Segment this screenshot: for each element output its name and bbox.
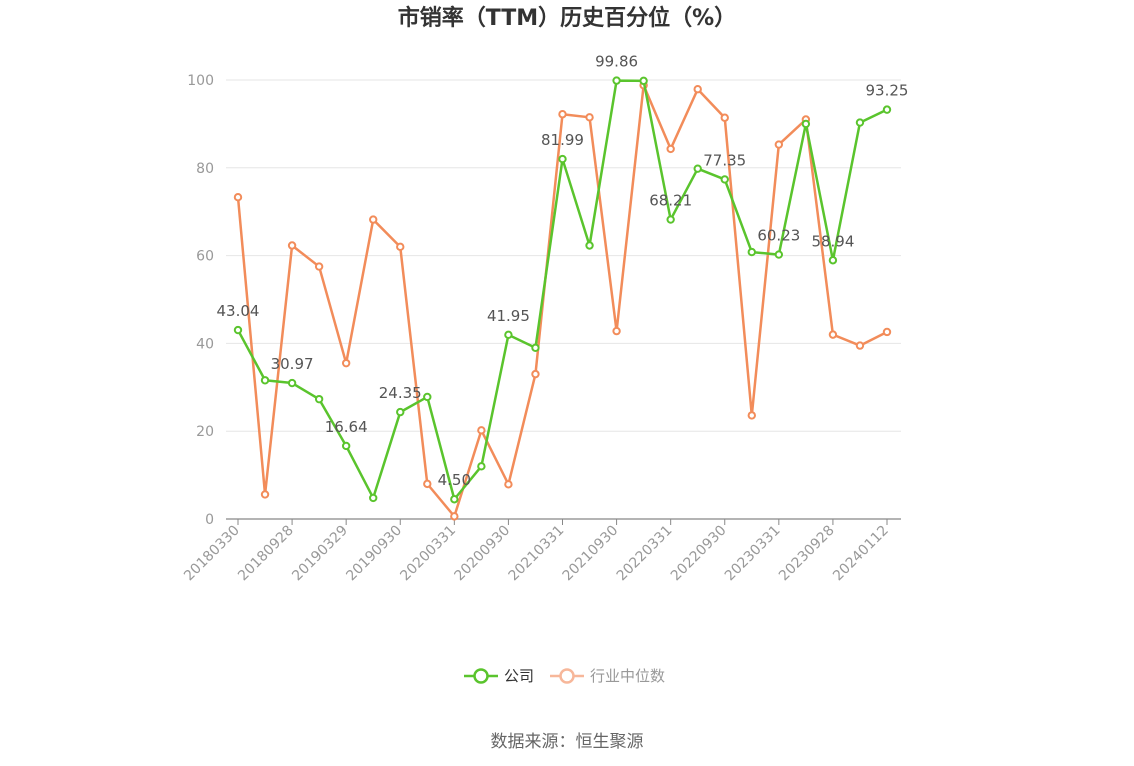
data-label: 81.99 [541, 131, 584, 149]
series-line-industry [236, 84, 888, 518]
data-point[interactable] [233, 325, 243, 335]
x-tick-label: 20230331 [722, 523, 784, 585]
data-point[interactable] [531, 369, 540, 379]
legend[interactable]: 公司 行业中位数 [464, 667, 665, 685]
data-label: 58.94 [811, 232, 854, 250]
data-point[interactable] [233, 193, 243, 202]
data-point[interactable] [558, 154, 567, 164]
data-label: 4.50 [438, 471, 471, 489]
data-point[interactable] [341, 358, 351, 368]
grid [226, 79, 901, 432]
data-point[interactable] [314, 262, 324, 271]
data-label: 99.86 [595, 53, 638, 71]
data-point[interactable] [477, 426, 486, 435]
data-label: 60.23 [757, 227, 800, 245]
data-point[interactable] [747, 411, 756, 420]
data-label: 24.35 [379, 384, 422, 402]
x-tick-label: 20190329 [289, 523, 351, 585]
data-point[interactable] [314, 394, 324, 404]
x-tick-label: 20240112 [830, 523, 892, 585]
data-point[interactable] [747, 247, 756, 257]
legend-swatch-marker [473, 668, 489, 684]
data-label: 77.35 [703, 151, 746, 169]
data-point[interactable] [585, 113, 594, 122]
data-label: 43.04 [217, 302, 260, 320]
data-point[interactable] [423, 392, 432, 402]
data-label: 68.21 [649, 192, 692, 210]
x-tick-label: 20220331 [614, 523, 676, 585]
data-point[interactable] [855, 118, 865, 127]
data-point[interactable] [693, 164, 702, 173]
data-point[interactable] [369, 215, 378, 224]
x-tick-label: 20180330 [181, 523, 243, 585]
data-point[interactable] [396, 242, 405, 252]
data-point[interactable] [882, 327, 892, 337]
data-point[interactable] [558, 110, 567, 119]
x-tick-label: 20200930 [452, 523, 514, 585]
legend-swatch-marker [559, 668, 575, 684]
y-tick-label: 100 [187, 73, 214, 89]
data-point[interactable] [666, 144, 675, 154]
data-point[interactable] [450, 495, 459, 504]
y-tick-label: 0 [205, 512, 214, 528]
legend-item-company[interactable]: 公司 [464, 667, 534, 685]
data-point[interactable] [287, 241, 297, 250]
y-tick-label: 40 [196, 336, 214, 352]
y-tick-label: 20 [196, 424, 214, 440]
data-point[interactable] [801, 119, 811, 129]
data-point[interactable] [423, 479, 432, 489]
data-point[interactable] [531, 343, 540, 352]
data-point[interactable] [666, 215, 675, 224]
data-point[interactable] [855, 341, 865, 350]
legend-label: 公司 [504, 667, 534, 685]
source-note: 数据来源：恒生聚源 [491, 732, 644, 752]
data-point[interactable] [369, 493, 378, 503]
x-tick-label: 20180928 [235, 523, 297, 585]
y-axis: 0 20 40 60 80 100 [187, 73, 214, 528]
data-point[interactable] [693, 85, 702, 94]
data-point[interactable] [477, 462, 486, 471]
data-point[interactable] [828, 330, 838, 339]
data-point[interactable] [585, 241, 594, 250]
y-tick-label: 60 [196, 249, 214, 265]
data-point[interactable] [396, 407, 405, 417]
series-group [233, 76, 892, 521]
x-axis: 2018033020180928201903292019093020200331… [181, 518, 901, 585]
data-point[interactable] [260, 490, 270, 499]
data-point[interactable] [504, 480, 513, 489]
legend-item-industry[interactable]: 行业中位数 [550, 667, 665, 685]
data-point[interactable] [828, 256, 838, 265]
data-point[interactable] [774, 140, 784, 149]
data-label: 41.95 [487, 307, 530, 325]
x-tick-label: 20210331 [506, 523, 568, 585]
data-point[interactable] [720, 113, 729, 122]
data-point[interactable] [720, 175, 729, 184]
data-label: 30.97 [271, 355, 314, 373]
data-labels: 43.04 30.97 16.64 24.35 4.50 41.95 81.99 99.86 6… [217, 53, 909, 490]
data-label: 93.25 [866, 82, 909, 100]
data-label: 16.64 [325, 418, 368, 436]
x-tick-label: 20230928 [776, 523, 838, 585]
data-point[interactable] [287, 378, 297, 388]
x-tick-label: 20200331 [397, 523, 459, 585]
data-point[interactable] [639, 76, 648, 86]
chart-title: 市销率（TTM）历史百分位（%） [398, 5, 736, 31]
x-tick-label: 20190930 [343, 523, 405, 585]
data-point[interactable] [774, 250, 784, 259]
data-point[interactable] [612, 326, 621, 336]
data-point[interactable] [260, 376, 270, 385]
data-point[interactable] [504, 330, 513, 340]
legend-label: 行业中位数 [590, 667, 665, 685]
data-point[interactable] [341, 441, 351, 451]
data-point[interactable] [612, 76, 621, 85]
y-tick-label: 80 [196, 161, 214, 177]
data-point[interactable] [882, 105, 892, 114]
x-tick-label: 20210930 [560, 523, 622, 585]
data-point[interactable] [450, 512, 459, 521]
x-tick-label: 20220930 [668, 523, 730, 585]
